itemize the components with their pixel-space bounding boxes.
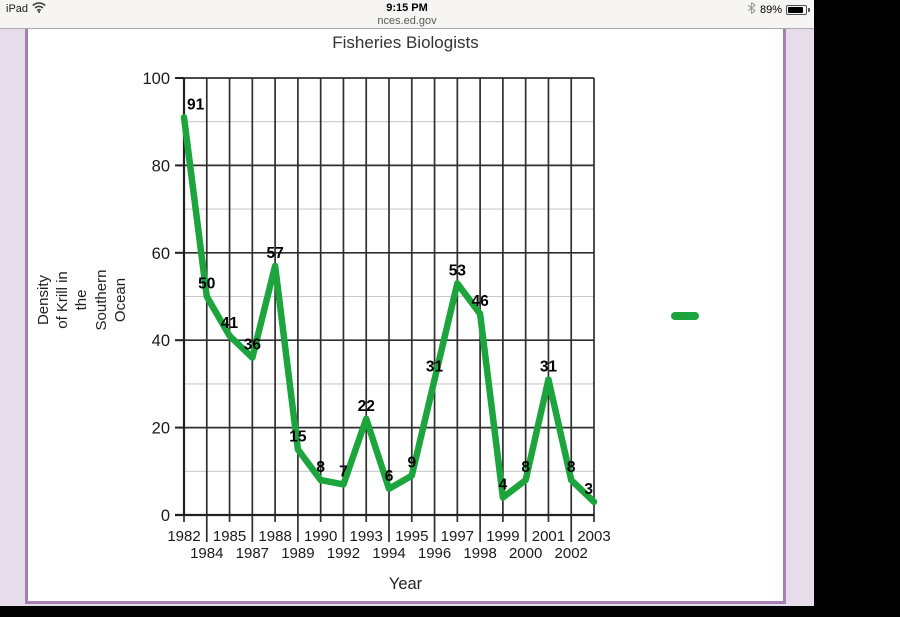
x-tick-label: 2003 <box>577 528 610 545</box>
x-axis-title: Year <box>388 575 423 593</box>
data-label: 7 <box>339 463 348 480</box>
y-tick-label: 60 <box>152 245 170 263</box>
chart-plot: 1982198419851987198819891990199219931994… <box>142 70 699 562</box>
data-label: 15 <box>289 428 307 445</box>
status-time: 9:15 PM <box>386 2 428 14</box>
bluetooth-icon <box>747 2 756 17</box>
data-label: 50 <box>198 276 215 293</box>
x-tick-label: 1988 <box>258 528 291 545</box>
address-bar-domain[interactable]: nces.ed.gov <box>377 15 437 27</box>
x-tick-label: 1990 <box>304 528 337 545</box>
x-tick-label: 1984 <box>190 545 223 562</box>
battery-tip <box>808 7 810 12</box>
data-label: 53 <box>449 262 467 279</box>
x-tick-label: 1994 <box>372 545 405 562</box>
data-label: 41 <box>221 315 239 332</box>
battery-percent-label: 89% <box>759 3 782 16</box>
data-label: 4 <box>499 477 508 494</box>
ipad-screen: iPad 9:15 PM nces.ed.gov 89% <box>0 0 814 606</box>
wifi-icon <box>32 2 46 16</box>
data-label: 31 <box>540 359 558 376</box>
x-tick-label: 1993 <box>350 528 383 545</box>
status-right: 89% <box>747 2 810 17</box>
status-bar: iPad 9:15 PM nces.ed.gov 89% <box>0 0 814 29</box>
device-label: iPad <box>6 3 29 15</box>
data-label: 8 <box>521 459 530 476</box>
data-label: 31 <box>426 359 444 376</box>
x-tick-label: 2002 <box>555 545 588 562</box>
x-tick-label: 1987 <box>236 545 269 562</box>
x-tick-label: 2001 <box>532 528 565 545</box>
x-tick-label: 1997 <box>441 528 474 545</box>
y-tick-label: 40 <box>152 332 170 350</box>
x-tick-label: 1995 <box>395 528 428 545</box>
x-tick-label: 1998 <box>463 545 496 562</box>
x-tick-label: 1989 <box>281 545 314 562</box>
data-label: 91 <box>187 96 205 113</box>
web-page: Fisheries Biologists Density of Krill in… <box>0 29 814 606</box>
data-label: 8 <box>316 459 325 476</box>
data-label: 3 <box>584 481 593 498</box>
data-label: 9 <box>407 455 416 472</box>
data-label: 8 <box>567 459 576 476</box>
x-tick-label: 1996 <box>418 545 451 562</box>
y-tick-label: 80 <box>152 157 170 175</box>
y-tick-label: 0 <box>161 507 170 525</box>
series-line <box>180 114 598 506</box>
x-tick-label: 1992 <box>327 545 360 562</box>
data-label: 6 <box>385 468 394 485</box>
battery-fill <box>788 6 804 13</box>
x-tick-label: 2000 <box>509 545 542 562</box>
y-tick-label: 100 <box>142 70 170 88</box>
x-tick-label: 1985 <box>213 528 246 545</box>
battery-icon <box>786 4 807 15</box>
data-label: 46 <box>471 293 489 310</box>
x-tick-label: 1982 <box>167 528 200 545</box>
data-label: 36 <box>244 337 262 354</box>
chart-panel: Fisheries Biologists Density of Krill in… <box>25 29 786 604</box>
y-tick-label: 20 <box>152 420 170 438</box>
status-left: iPad <box>6 2 46 16</box>
chart-title: Fisheries Biologists <box>332 33 479 52</box>
data-label: 57 <box>266 245 283 262</box>
data-label: 22 <box>358 398 375 415</box>
x-tick-label: 1999 <box>486 528 519 545</box>
